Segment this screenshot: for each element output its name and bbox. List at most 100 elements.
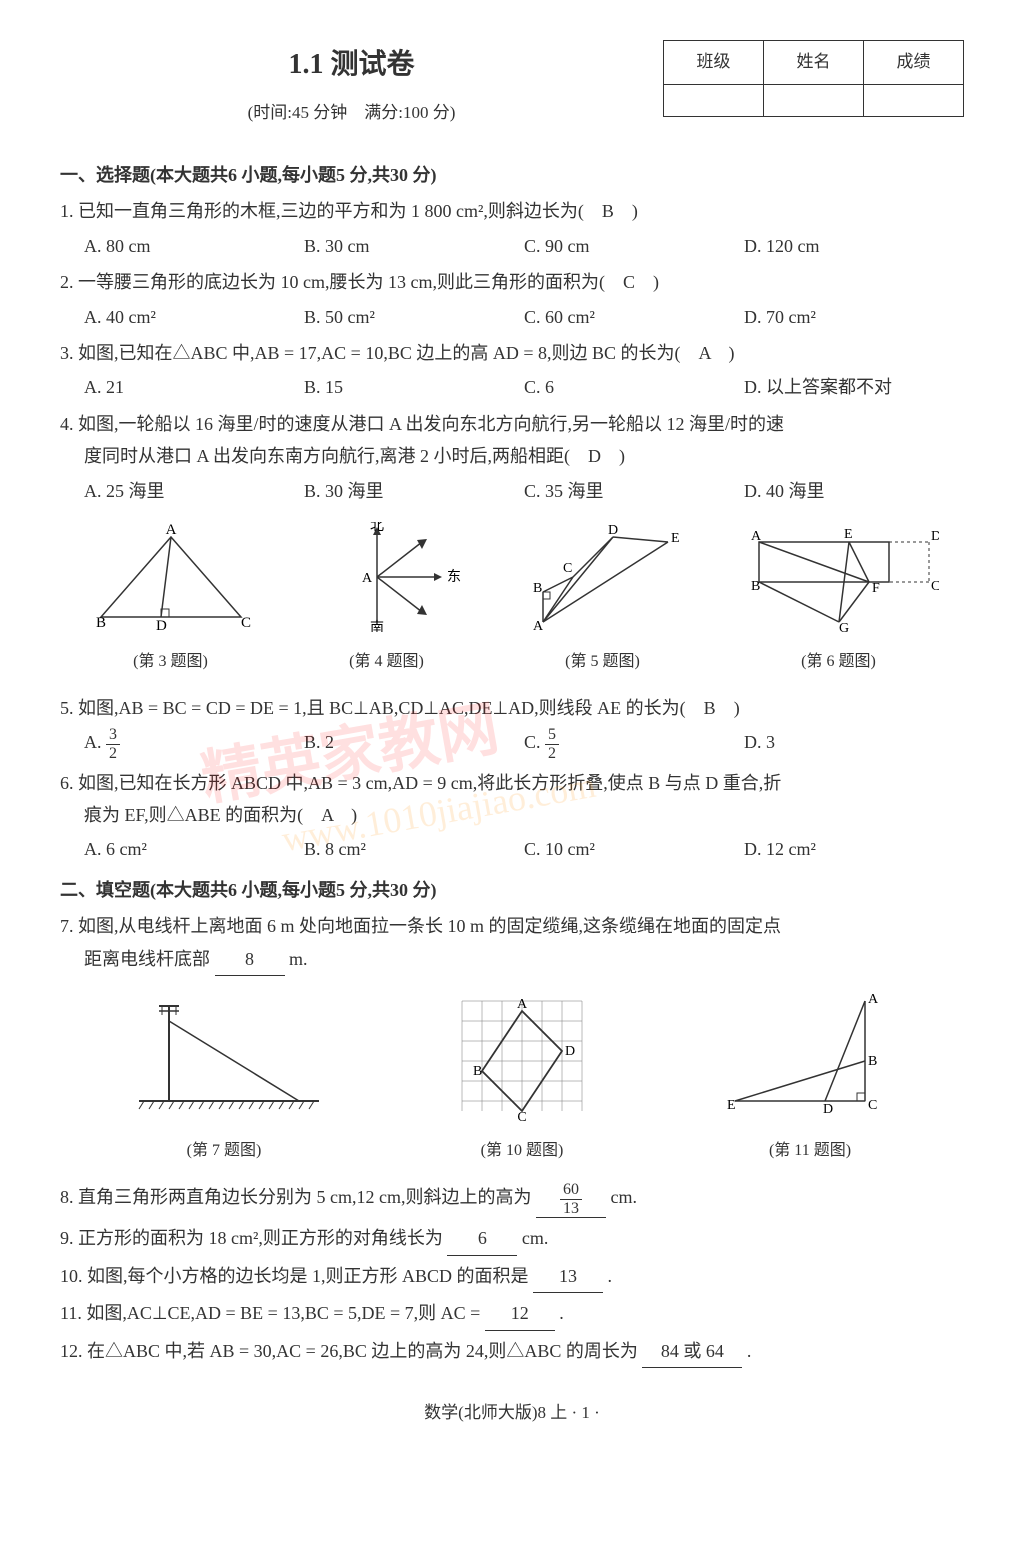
q5-opt-c: C. 52 bbox=[524, 726, 744, 762]
q1-answer: B bbox=[602, 201, 614, 221]
q9-text: 9. 正方形的面积为 18 cm²,则正方形的对角线长为 bbox=[60, 1228, 443, 1248]
section1-header: 一、选择题(本大题共6 小题,每小题5 分,共30 分) bbox=[60, 159, 964, 191]
q2-opt-c: C. 60 cm² bbox=[524, 301, 744, 333]
svg-text:A: A bbox=[533, 619, 544, 632]
svg-text:B: B bbox=[473, 1064, 482, 1079]
q3-opt-b: B. 15 bbox=[304, 371, 524, 403]
figure-7-caption: (第 7 题图) bbox=[119, 1137, 329, 1166]
svg-text:E: E bbox=[844, 527, 853, 542]
q11-answer: 12 bbox=[485, 1297, 555, 1330]
q10-text: 10. 如图,每个小方格的边长均是 1,则正方形 ABCD 的面积是 bbox=[60, 1266, 529, 1286]
q11-unit: . bbox=[559, 1303, 564, 1323]
q8-text: 8. 直角三角形两直角边长分别为 5 cm,12 cm,则斜边上的高为 bbox=[60, 1187, 531, 1207]
q5-close: ) bbox=[734, 698, 740, 718]
q7-text2: 距离电线杆底部 bbox=[84, 949, 210, 969]
question-11: 11. 如图,AC⊥CE,AD = BE = 13,BC = 5,DE = 7,… bbox=[60, 1297, 964, 1330]
svg-text:南: 南 bbox=[370, 620, 384, 632]
q1-opt-d: D. 120 cm bbox=[744, 230, 964, 262]
q2-answer: C bbox=[623, 272, 635, 292]
q1-text: 1. 已知一直角三角形的木框,三边的平方和为 1 800 cm²,则斜边长为( bbox=[60, 201, 584, 221]
question-5: 5. 如图,AB = BC = CD = DE = 1,且 BC⊥AB,CD⊥A… bbox=[60, 692, 964, 763]
svg-text:A: A bbox=[751, 529, 762, 544]
figure-10: A B C D (第 10 题图) bbox=[447, 991, 597, 1166]
q5-text: 5. 如图,AB = BC = CD = DE = 1,且 BC⊥AB,CD⊥A… bbox=[60, 698, 686, 718]
q2-opt-b: B. 50 cm² bbox=[304, 301, 524, 333]
section2-header: 二、填空题(本大题共6 小题,每小题5 分,共30 分) bbox=[60, 874, 964, 906]
figure-10-caption: (第 10 题图) bbox=[447, 1137, 597, 1166]
question-4: 4. 如图,一轮船以 16 海里/时的速度从港口 A 出发向东北方向航行,另一轮… bbox=[60, 408, 964, 507]
figure-5-svg: A B C D E bbox=[518, 522, 688, 632]
q7-answer: 8 bbox=[215, 943, 285, 976]
figure-6-svg: A B C D E F G bbox=[739, 522, 939, 632]
q4-opt-d: D. 40 海里 bbox=[744, 475, 964, 507]
svg-text:E: E bbox=[671, 531, 680, 546]
q6-text1: 6. 如图,已知在长方形 ABCD 中,AB = 3 cm,AD = 9 cm,… bbox=[60, 767, 964, 799]
q3-text: 3. 如图,已知在△ABC 中,AB = 17,AC = 10,BC 边上的高 … bbox=[60, 343, 681, 363]
q10-answer: 13 bbox=[533, 1260, 603, 1293]
svg-text:F: F bbox=[872, 581, 880, 596]
q12-answer: 84 或 64 bbox=[642, 1335, 742, 1368]
question-1: 1. 已知一直角三角形的木框,三边的平方和为 1 800 cm²,则斜边长为( … bbox=[60, 195, 964, 262]
svg-text:C: C bbox=[517, 1110, 526, 1121]
figure-6-caption: (第 6 题图) bbox=[739, 648, 939, 677]
svg-text:C: C bbox=[931, 579, 939, 594]
svg-text:A: A bbox=[868, 992, 879, 1007]
q6-opt-b: B. 8 cm² bbox=[304, 833, 524, 865]
info-blank-name bbox=[764, 84, 864, 116]
q9-answer: 6 bbox=[447, 1222, 517, 1255]
svg-text:D: D bbox=[565, 1044, 575, 1059]
figure-11: A B C D E (第 11 题图) bbox=[715, 991, 905, 1166]
figure-6: A B C D E F G (第 6 题图) bbox=[739, 522, 939, 677]
figures-row-1: A B D C (第 3 题图) 北 南 东 A (第 4 题图) bbox=[60, 522, 964, 677]
svg-text:D: D bbox=[608, 523, 618, 538]
q12-text: 12. 在△ABC 中,若 AB = 30,AC = 26,BC 边上的高为 2… bbox=[60, 1341, 638, 1361]
q9-unit: cm. bbox=[522, 1228, 549, 1248]
figure-10-svg: A B C D bbox=[447, 991, 597, 1121]
q1-opt-c: C. 90 cm bbox=[524, 230, 744, 262]
q4-opt-b: B. 30 海里 bbox=[304, 475, 524, 507]
svg-text:B: B bbox=[533, 581, 542, 596]
q4-close: ) bbox=[619, 446, 625, 466]
q8-answer: 6013 bbox=[536, 1181, 606, 1218]
figure-5: A B C D E (第 5 题图) bbox=[518, 522, 688, 677]
q6-opt-d: D. 12 cm² bbox=[744, 833, 964, 865]
q4-answer: D bbox=[588, 446, 601, 466]
figure-4: 北 南 东 A (第 4 题图) bbox=[307, 522, 467, 677]
q2-text: 2. 一等腰三角形的底边长为 10 cm,腰长为 13 cm,则此三角形的面积为… bbox=[60, 272, 605, 292]
question-9: 9. 正方形的面积为 18 cm²,则正方形的对角线长为 6 cm. bbox=[60, 1222, 964, 1255]
svg-text:A: A bbox=[165, 522, 176, 538]
info-table: 班级 姓名 成绩 bbox=[663, 40, 964, 117]
figure-3-svg: A B D C bbox=[86, 522, 256, 632]
q4-opt-c: C. 35 海里 bbox=[524, 475, 744, 507]
figure-7-svg bbox=[119, 991, 329, 1121]
info-blank-score bbox=[864, 84, 964, 116]
figure-11-caption: (第 11 题图) bbox=[715, 1137, 905, 1166]
q3-close: ) bbox=[729, 343, 735, 363]
q5-opt-b: B. 2 bbox=[304, 726, 524, 762]
figure-3: A B D C (第 3 题图) bbox=[86, 522, 256, 677]
question-6: 6. 如图,已知在长方形 ABCD 中,AB = 3 cm,AD = 9 cm,… bbox=[60, 767, 964, 866]
q6-text2: 痕为 EF,则△ABE 的面积为( bbox=[84, 805, 303, 825]
q1-close: ) bbox=[632, 201, 638, 221]
svg-text:C: C bbox=[868, 1098, 877, 1113]
info-label-score: 成绩 bbox=[864, 41, 964, 85]
q3-opt-a: A. 21 bbox=[84, 371, 304, 403]
svg-text:G: G bbox=[839, 621, 849, 632]
question-10: 10. 如图,每个小方格的边长均是 1,则正方形 ABCD 的面积是 13 . bbox=[60, 1260, 964, 1293]
q3-opt-c: C. 6 bbox=[524, 371, 744, 403]
q1-opt-b: B. 30 cm bbox=[304, 230, 524, 262]
q1-opt-a: A. 80 cm bbox=[84, 230, 304, 262]
svg-text:C: C bbox=[241, 615, 251, 631]
title-block: 1.1 测试卷 (时间:45 分钟 满分:100 分) bbox=[60, 40, 663, 129]
svg-text:B: B bbox=[751, 579, 760, 594]
question-7: 7. 如图,从电线杆上离地面 6 m 处向地面拉一条长 10 m 的固定缆绳,这… bbox=[60, 910, 964, 976]
q2-opt-a: A. 40 cm² bbox=[84, 301, 304, 333]
question-8: 8. 直角三角形两直角边长分别为 5 cm,12 cm,则斜边上的高为 6013… bbox=[60, 1181, 964, 1218]
svg-text:A: A bbox=[362, 571, 373, 586]
figure-3-caption: (第 3 题图) bbox=[86, 648, 256, 677]
info-label-name: 姓名 bbox=[764, 41, 864, 85]
q10-unit: . bbox=[608, 1266, 613, 1286]
q5-opt-a: A. 32 bbox=[84, 726, 304, 762]
figures-row-2: (第 7 题图) A B C D (第 10 题图) bbox=[60, 991, 964, 1166]
q4-opt-a: A. 25 海里 bbox=[84, 475, 304, 507]
